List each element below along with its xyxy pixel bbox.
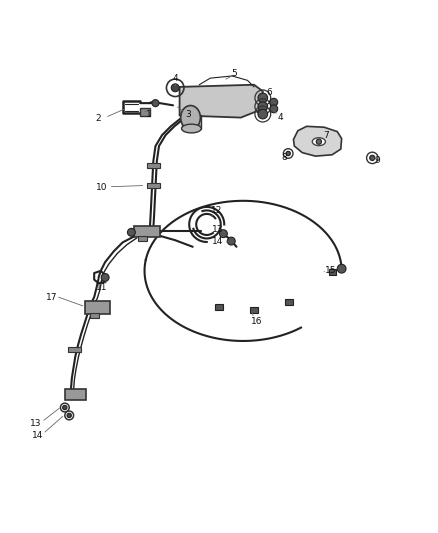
Circle shape bbox=[270, 98, 278, 106]
Text: 10: 10 bbox=[96, 183, 107, 192]
Text: 9: 9 bbox=[374, 156, 381, 165]
Circle shape bbox=[258, 93, 268, 103]
Circle shape bbox=[67, 413, 71, 418]
Text: 7: 7 bbox=[323, 131, 329, 140]
Text: 4: 4 bbox=[173, 74, 178, 83]
Bar bbox=[134, 226, 160, 237]
Text: 4: 4 bbox=[278, 113, 283, 122]
Text: 6: 6 bbox=[266, 87, 272, 96]
Bar bbox=[68, 346, 81, 352]
Text: 17: 17 bbox=[46, 293, 57, 302]
Bar bbox=[90, 313, 99, 318]
Circle shape bbox=[127, 229, 135, 236]
Bar bbox=[147, 183, 160, 188]
Circle shape bbox=[270, 105, 278, 113]
Bar bbox=[285, 300, 293, 305]
Text: 3: 3 bbox=[185, 110, 191, 118]
Bar bbox=[85, 301, 110, 314]
Polygon shape bbox=[180, 85, 263, 118]
Circle shape bbox=[152, 100, 159, 107]
Text: 1: 1 bbox=[146, 110, 152, 118]
Bar bbox=[140, 108, 150, 116]
Text: 12: 12 bbox=[211, 206, 223, 215]
Bar bbox=[138, 236, 147, 241]
Ellipse shape bbox=[182, 124, 201, 133]
Ellipse shape bbox=[180, 106, 200, 130]
Circle shape bbox=[258, 109, 268, 119]
Text: 15: 15 bbox=[325, 265, 336, 274]
Text: 2: 2 bbox=[96, 114, 101, 123]
Text: 14: 14 bbox=[212, 237, 224, 246]
Bar bbox=[65, 389, 86, 400]
Text: 16: 16 bbox=[251, 317, 262, 326]
Ellipse shape bbox=[312, 138, 325, 146]
Circle shape bbox=[316, 139, 321, 144]
Circle shape bbox=[337, 264, 346, 273]
Circle shape bbox=[219, 230, 227, 238]
Circle shape bbox=[286, 151, 290, 156]
Circle shape bbox=[370, 155, 375, 160]
Circle shape bbox=[258, 102, 268, 111]
Circle shape bbox=[227, 237, 235, 245]
Circle shape bbox=[101, 273, 109, 281]
Circle shape bbox=[63, 405, 67, 410]
Bar bbox=[250, 307, 258, 313]
Text: 14: 14 bbox=[32, 431, 43, 440]
Text: 13: 13 bbox=[30, 419, 42, 428]
Polygon shape bbox=[293, 126, 342, 156]
Text: 11: 11 bbox=[96, 283, 107, 292]
Text: 5: 5 bbox=[231, 69, 237, 78]
Bar bbox=[328, 269, 336, 275]
Bar bbox=[182, 115, 201, 128]
Text: 8: 8 bbox=[281, 154, 287, 163]
Bar bbox=[215, 304, 223, 310]
Text: 13: 13 bbox=[212, 225, 224, 234]
Bar bbox=[147, 163, 160, 168]
Circle shape bbox=[171, 84, 179, 92]
